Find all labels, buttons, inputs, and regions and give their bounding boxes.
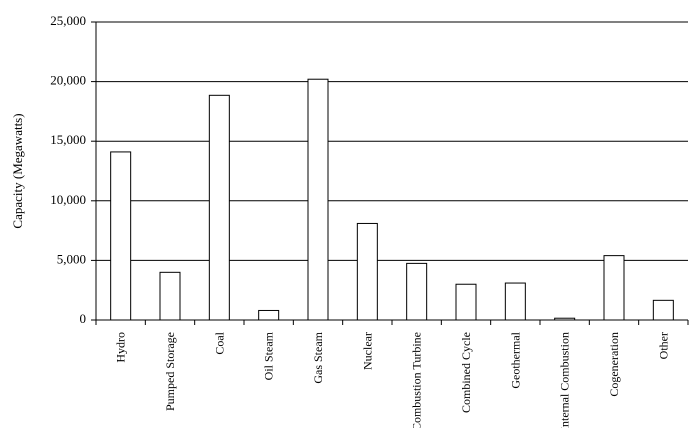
- y-tick-label: 5,000: [57, 251, 86, 266]
- x-tick-label: Hydro: [114, 332, 128, 363]
- x-tick-label: Nuclear: [360, 332, 374, 370]
- bar: [307, 78, 329, 321]
- y-tick-label: 20,000: [50, 73, 86, 88]
- bar: [504, 282, 526, 321]
- bar: [110, 151, 132, 321]
- x-tick-label: Internal Combustion: [558, 332, 572, 428]
- y-tick-label: 0: [80, 311, 87, 326]
- bar: [455, 283, 477, 321]
- x-tick-label: Gas Steam: [311, 331, 325, 383]
- y-tick-label: 25,000: [50, 13, 86, 28]
- x-tick-label: Cogeneration: [607, 332, 621, 397]
- y-axis-title: Capacity (Megawatts): [10, 113, 25, 228]
- x-tick-label: Other: [656, 332, 670, 359]
- bar: [356, 222, 378, 321]
- bar: [652, 299, 674, 321]
- y-tick-label: 15,000: [50, 132, 86, 147]
- x-tick-label: Pumped Storage: [163, 332, 177, 411]
- y-tick-label: 10,000: [50, 192, 86, 207]
- x-tick-label: Geothermal: [508, 331, 522, 388]
- bar: [159, 271, 181, 321]
- bar: [208, 94, 230, 321]
- x-tick-label: Coal: [212, 331, 226, 354]
- bar: [554, 317, 576, 321]
- bar: [258, 309, 280, 321]
- x-tick-label: Combustion Turbine: [410, 332, 424, 428]
- bar: [406, 262, 428, 321]
- x-tick-label: Oil Steam: [262, 331, 276, 380]
- bar: [603, 255, 625, 321]
- x-tick-label: Combined Cycle: [459, 332, 473, 413]
